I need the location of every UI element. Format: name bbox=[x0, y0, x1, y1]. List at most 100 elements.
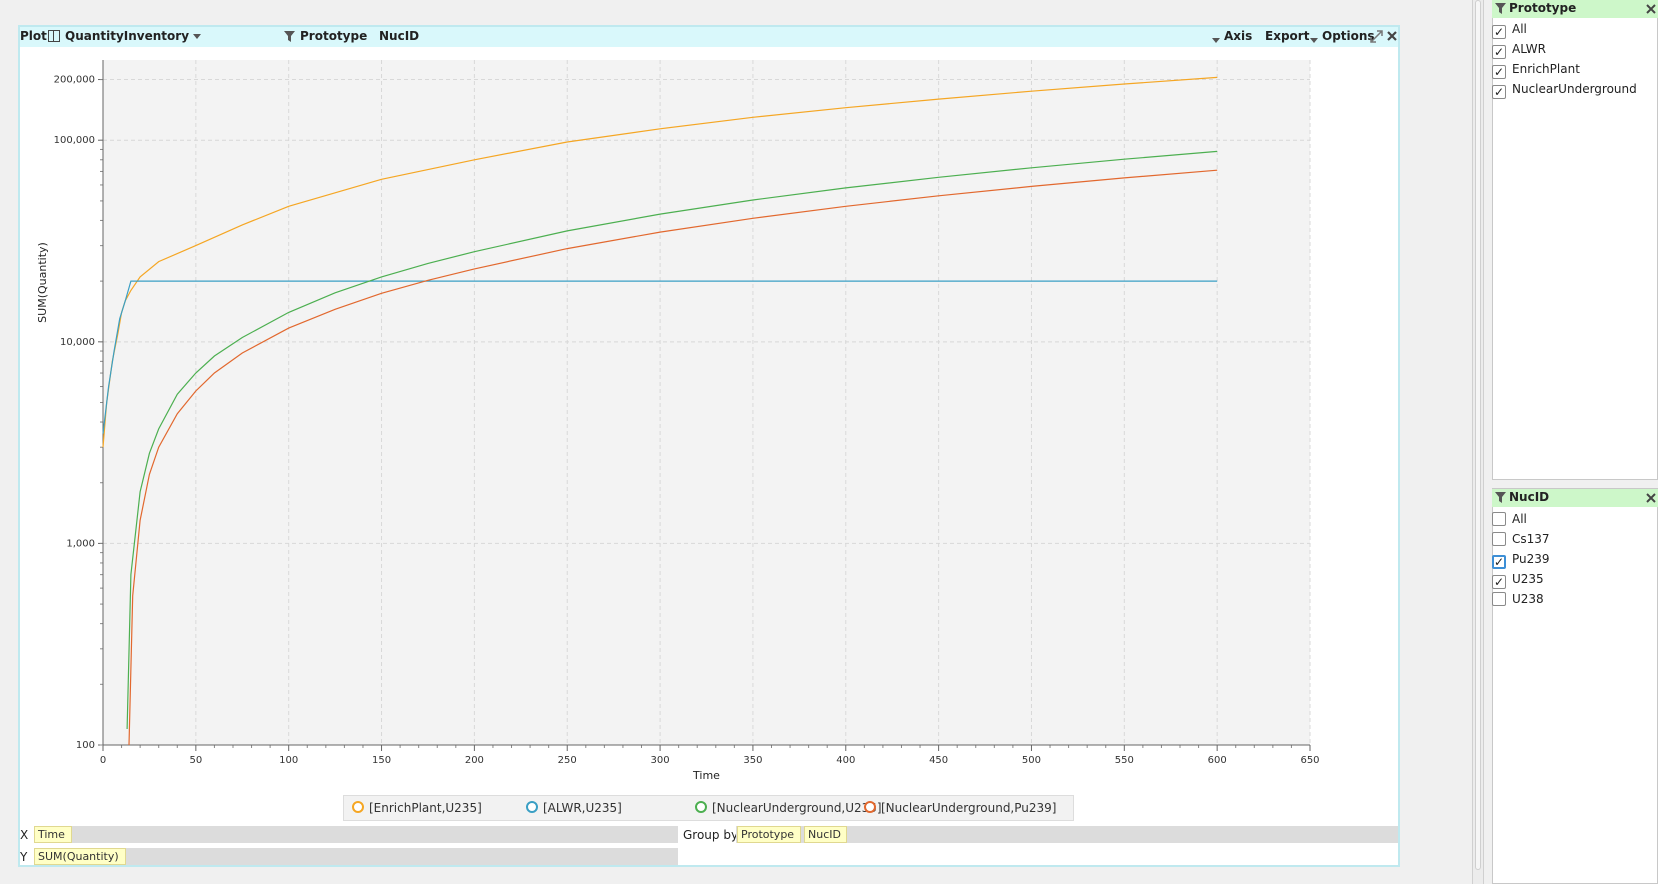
legend-label: [NuclearUnderground,U235] bbox=[712, 801, 882, 815]
x-row-label: X bbox=[20, 828, 29, 842]
plot-toolbar: Plot QuantityInventory Prototype NucID A… bbox=[20, 27, 1398, 47]
series-line bbox=[102, 280, 1218, 434]
nucid-option[interactable]: U238 bbox=[1492, 592, 1544, 606]
checkbox-checked-icon[interactable]: ✓ bbox=[1492, 575, 1506, 589]
prototype-option[interactable]: ✓ NuclearUnderground bbox=[1492, 82, 1637, 99]
option-label: Pu239 bbox=[1512, 552, 1550, 566]
y-row-label: Y bbox=[20, 850, 28, 864]
group-chip-nucid[interactable]: NucID bbox=[804, 826, 847, 843]
export-menu[interactable]: Export bbox=[1265, 29, 1310, 43]
nucid-option[interactable]: ✓ U235 bbox=[1492, 572, 1544, 589]
x-tick-label: 200 bbox=[465, 755, 484, 766]
chart-legend: [EnrichPlant,U235] [ALWR,U235] [NuclearUnd… bbox=[343, 795, 1074, 821]
plot-label: Plot bbox=[20, 29, 47, 43]
checkbox-unchecked-icon[interactable] bbox=[1492, 592, 1506, 606]
group-by-drop-zone[interactable] bbox=[736, 826, 1398, 843]
legend-item[interactable]: [NuclearUnderground,U235] bbox=[695, 801, 882, 815]
legend-marker-icon bbox=[526, 801, 538, 813]
x-tick-label: 450 bbox=[929, 755, 948, 766]
checkbox-unchecked-icon[interactable] bbox=[1492, 532, 1506, 546]
y-field-chip[interactable]: SUM(Quantity) bbox=[34, 848, 126, 865]
legend-item[interactable]: [NuclearUnderground,Pu239] bbox=[864, 801, 1056, 815]
x-tick-label: 150 bbox=[372, 755, 391, 766]
prototype-panel-header: Prototype bbox=[1492, 0, 1658, 18]
legend-marker-icon bbox=[695, 801, 707, 813]
legend-marker-icon bbox=[864, 801, 876, 813]
x-tick-label: 350 bbox=[743, 755, 762, 766]
prototype-filter-panel bbox=[1492, 0, 1658, 480]
option-label: ALWR bbox=[1512, 42, 1546, 56]
checkbox-checked-icon[interactable]: ✓ bbox=[1492, 85, 1506, 99]
group-chip-prototype[interactable]: Prototype bbox=[737, 826, 801, 843]
legend-label: [NuclearUnderground,Pu239] bbox=[881, 801, 1057, 815]
nucid-panel-title: NucID bbox=[1509, 490, 1550, 504]
y-tick-label: 100 bbox=[76, 740, 95, 751]
axis-menu[interactable]: Axis bbox=[1224, 29, 1253, 43]
filter-chip-nucid[interactable]: NucID bbox=[379, 29, 420, 43]
scrollbar[interactable] bbox=[1472, 0, 1484, 884]
legend-label: [EnrichPlant,U235] bbox=[369, 801, 482, 815]
group-by-label: Group by bbox=[683, 828, 739, 842]
close-icon[interactable] bbox=[1646, 492, 1656, 506]
series-line bbox=[128, 169, 1218, 746]
checkbox-checked-icon[interactable]: ✓ bbox=[1492, 65, 1506, 79]
nucid-option[interactable]: Cs137 bbox=[1492, 532, 1550, 546]
y-axis-label: SUM(Quantity) bbox=[36, 242, 49, 323]
x-tick-label: 600 bbox=[1208, 755, 1227, 766]
checkbox-checked-icon[interactable]: ✓ bbox=[1492, 555, 1506, 569]
measure-select-label: QuantityInventory bbox=[65, 29, 190, 43]
axis-dropdown-icon[interactable] bbox=[1212, 33, 1220, 47]
option-label: All bbox=[1512, 22, 1527, 36]
x-tick-label: 50 bbox=[189, 755, 202, 766]
expand-icon[interactable] bbox=[1370, 30, 1383, 46]
option-label: U238 bbox=[1512, 592, 1544, 606]
series-line bbox=[102, 76, 1218, 448]
y-tick-label: 100,000 bbox=[54, 135, 95, 146]
nucid-option[interactable]: ✓ Pu239 bbox=[1492, 552, 1550, 569]
checkbox-unchecked-icon[interactable] bbox=[1492, 512, 1506, 526]
option-label: EnrichPlant bbox=[1512, 62, 1580, 76]
x-tick-label: 100 bbox=[279, 755, 298, 766]
legend-item[interactable]: [EnrichPlant,U235] bbox=[352, 801, 482, 815]
plot-area bbox=[103, 60, 1310, 745]
x-tick-label: 0 bbox=[100, 755, 106, 766]
filter-icon bbox=[1495, 3, 1506, 17]
filter-chip-prototype[interactable]: Prototype bbox=[300, 29, 368, 43]
nucid-filter-panel bbox=[1492, 488, 1658, 884]
nucid-option[interactable]: All bbox=[1492, 512, 1527, 526]
prototype-option[interactable]: ✓ EnrichPlant bbox=[1492, 62, 1580, 79]
y-tick-label: 10,000 bbox=[60, 337, 95, 348]
x-axis-label: Time bbox=[692, 769, 720, 782]
options-dropdown-icon[interactable] bbox=[1310, 33, 1318, 47]
options-menu[interactable]: Options bbox=[1322, 29, 1375, 43]
y-tick-label: 1,000 bbox=[66, 538, 95, 549]
x-tick-label: 550 bbox=[1115, 755, 1134, 766]
x-tick-label: 250 bbox=[558, 755, 577, 766]
filter-icon bbox=[1495, 492, 1506, 506]
x-tick-label: 500 bbox=[1022, 755, 1041, 766]
option-label: Cs137 bbox=[1512, 532, 1550, 546]
x-field-chip[interactable]: Time bbox=[34, 826, 72, 843]
close-icon[interactable] bbox=[1646, 3, 1656, 17]
x-tick-label: 400 bbox=[836, 755, 855, 766]
table-toggle-icon[interactable] bbox=[48, 30, 60, 42]
option-label: All bbox=[1512, 512, 1527, 526]
prototype-panel-title: Prototype bbox=[1509, 1, 1577, 15]
filter-icon[interactable] bbox=[284, 31, 295, 45]
y-drop-zone[interactable] bbox=[34, 848, 678, 865]
option-label: NuclearUnderground bbox=[1512, 82, 1637, 96]
option-label: U235 bbox=[1512, 572, 1544, 586]
legend-label: [ALWR,U235] bbox=[543, 801, 622, 815]
legend-item[interactable]: [ALWR,U235] bbox=[526, 801, 622, 815]
x-drop-zone[interactable] bbox=[34, 826, 678, 843]
series-line bbox=[126, 150, 1218, 730]
checkbox-checked-icon[interactable]: ✓ bbox=[1492, 45, 1506, 59]
y-tick-label: 200,000 bbox=[54, 75, 95, 86]
measure-select[interactable]: QuantityInventory bbox=[65, 29, 202, 43]
checkbox-checked-icon[interactable]: ✓ bbox=[1492, 25, 1506, 39]
prototype-option[interactable]: ✓ ALWR bbox=[1492, 42, 1546, 59]
nucid-panel-header: NucID bbox=[1492, 489, 1658, 507]
prototype-option[interactable]: ✓ All bbox=[1492, 22, 1527, 39]
legend-marker-icon bbox=[352, 801, 364, 813]
close-icon[interactable] bbox=[1386, 30, 1398, 45]
